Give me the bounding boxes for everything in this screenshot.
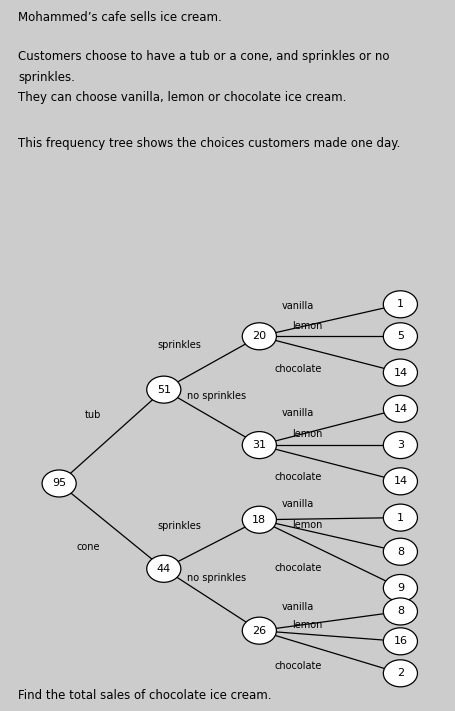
- Text: Mohammed’s cafe sells ice cream.: Mohammed’s cafe sells ice cream.: [18, 11, 222, 23]
- Text: 8: 8: [397, 606, 404, 616]
- Ellipse shape: [383, 538, 418, 565]
- Ellipse shape: [242, 617, 276, 644]
- Text: sprinkles: sprinkles: [158, 340, 202, 351]
- Text: 51: 51: [157, 385, 171, 395]
- Ellipse shape: [242, 506, 276, 533]
- Ellipse shape: [383, 574, 418, 602]
- Text: tub: tub: [85, 410, 101, 420]
- Text: cone: cone: [77, 542, 101, 552]
- Text: 18: 18: [252, 515, 267, 525]
- Text: 26: 26: [252, 626, 267, 636]
- Text: 1: 1: [397, 513, 404, 523]
- Ellipse shape: [383, 504, 418, 531]
- Text: chocolate: chocolate: [274, 472, 322, 483]
- Text: sprinkles: sprinkles: [158, 521, 202, 532]
- Text: 16: 16: [394, 636, 407, 646]
- Text: 14: 14: [393, 404, 408, 414]
- Ellipse shape: [383, 432, 418, 459]
- Text: no sprinkles: no sprinkles: [187, 391, 246, 401]
- Text: vanilla: vanilla: [282, 602, 314, 612]
- Text: 1: 1: [397, 299, 404, 309]
- Text: 95: 95: [52, 479, 66, 488]
- Text: They can choose vanilla, lemon or chocolate ice cream.: They can choose vanilla, lemon or chocol…: [18, 91, 347, 104]
- Text: chocolate: chocolate: [274, 363, 322, 374]
- Ellipse shape: [383, 291, 418, 318]
- Ellipse shape: [383, 359, 418, 386]
- Ellipse shape: [383, 598, 418, 625]
- Ellipse shape: [383, 468, 418, 495]
- Text: vanilla: vanilla: [282, 301, 314, 311]
- Text: Customers choose to have a tub or a cone, and sprinkles or no: Customers choose to have a tub or a cone…: [18, 50, 389, 63]
- Text: vanilla: vanilla: [282, 499, 314, 510]
- Text: 3: 3: [397, 440, 404, 450]
- Ellipse shape: [42, 470, 76, 497]
- Ellipse shape: [147, 376, 181, 403]
- Text: lemon: lemon: [292, 620, 322, 631]
- Text: lemon: lemon: [292, 429, 322, 439]
- Text: lemon: lemon: [292, 520, 322, 530]
- Text: chocolate: chocolate: [274, 661, 322, 671]
- Text: no sprinkles: no sprinkles: [187, 573, 246, 584]
- Text: sprinkles.: sprinkles.: [18, 71, 75, 84]
- Ellipse shape: [242, 432, 276, 459]
- Text: 14: 14: [393, 476, 408, 486]
- Text: vanilla: vanilla: [282, 407, 314, 418]
- Text: This frequency tree shows the choices customers made one day.: This frequency tree shows the choices cu…: [18, 137, 400, 149]
- Text: 8: 8: [397, 547, 404, 557]
- Text: 5: 5: [397, 331, 404, 341]
- Ellipse shape: [242, 323, 276, 350]
- Ellipse shape: [383, 323, 418, 350]
- Text: 2: 2: [397, 668, 404, 678]
- Text: 44: 44: [157, 564, 171, 574]
- Text: 14: 14: [393, 368, 408, 378]
- Text: Find the total sales of chocolate ice cream.: Find the total sales of chocolate ice cr…: [18, 690, 272, 702]
- Text: 31: 31: [253, 440, 266, 450]
- Text: 20: 20: [252, 331, 267, 341]
- Ellipse shape: [383, 395, 418, 422]
- Text: 9: 9: [397, 583, 404, 593]
- Ellipse shape: [383, 660, 418, 687]
- Ellipse shape: [147, 555, 181, 582]
- Text: chocolate: chocolate: [274, 563, 322, 573]
- Text: lemon: lemon: [292, 321, 322, 331]
- Ellipse shape: [383, 628, 418, 655]
